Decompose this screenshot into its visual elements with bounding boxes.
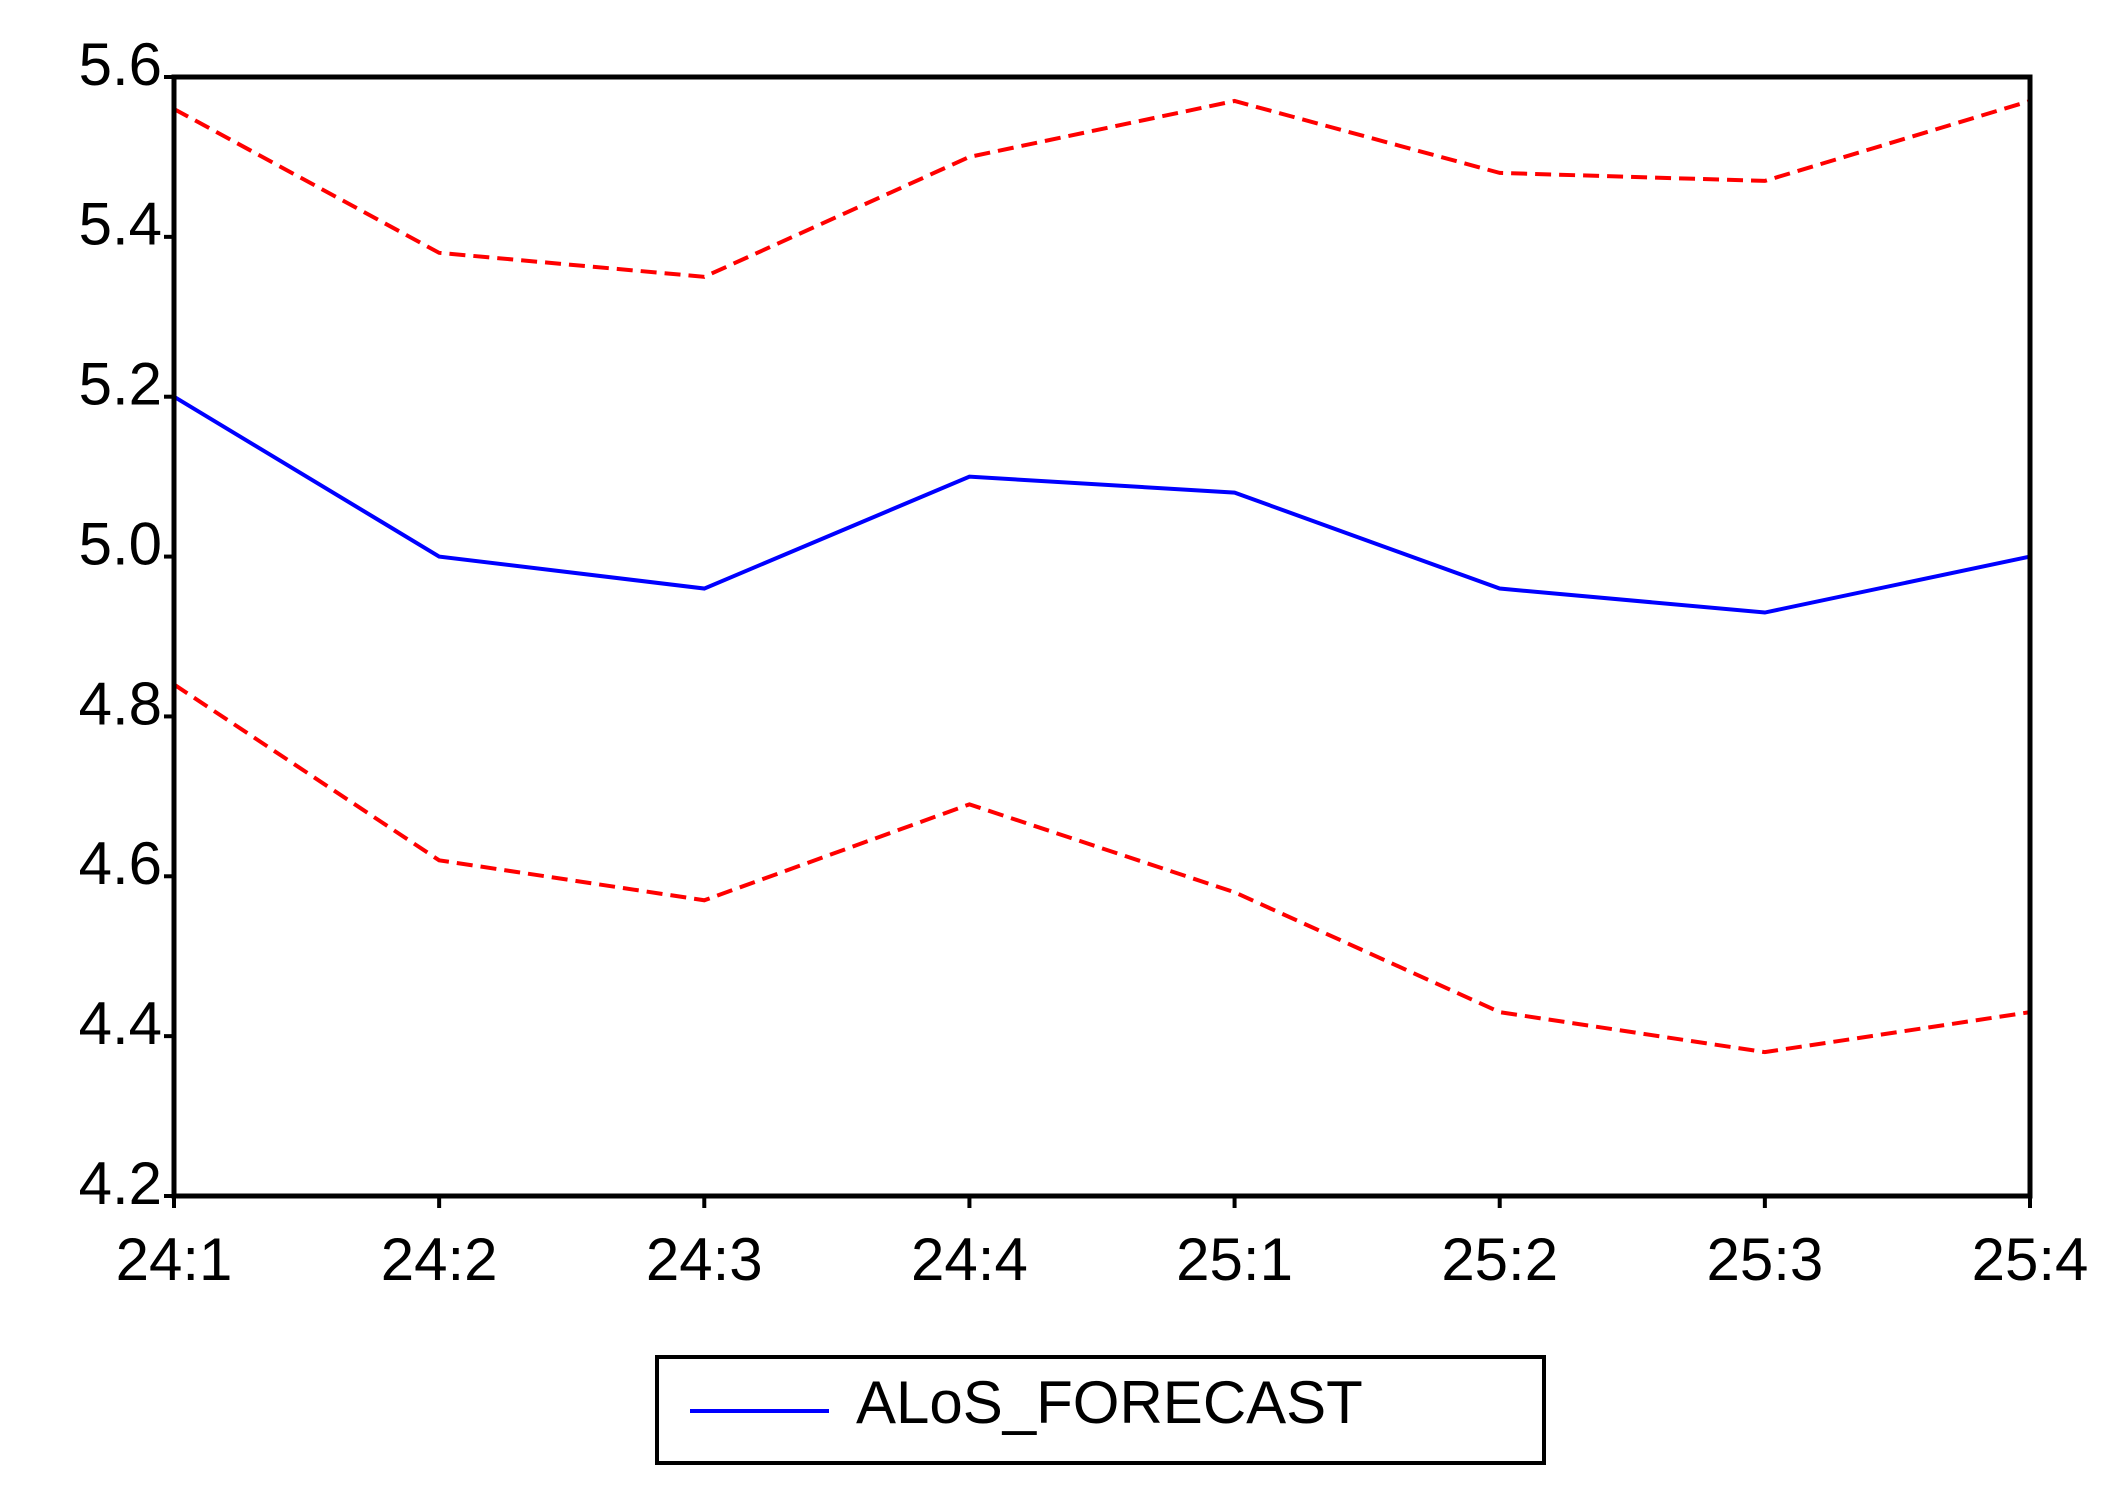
x-tick-label: 25:1	[1176, 1226, 1293, 1293]
x-tick-label: 24:2	[381, 1226, 498, 1293]
plot-frame	[171, 74, 2033, 1199]
y-tick-label: 4.6	[79, 830, 162, 897]
y-tick-label: 5.2	[79, 351, 162, 418]
y-tick-label: 5.4	[79, 191, 162, 258]
y-tick-label: 4.4	[79, 990, 162, 1057]
y-tick-label: 5.6	[79, 31, 162, 98]
series-line	[172, 682, 2031, 1055]
y-tick-label: 5.0	[79, 510, 162, 577]
series-line	[173, 98, 2031, 279]
x-tick-label: 25:4	[1972, 1226, 2089, 1293]
x-tick-label: 24:3	[646, 1226, 763, 1293]
series-line	[172, 395, 2031, 615]
y-tick-label: 4.8	[79, 670, 162, 737]
x-tick-label: 24:1	[116, 1226, 233, 1293]
legend-label: ALoS_FORECAST	[856, 1369, 1363, 1436]
x-tick-label: 25:3	[1706, 1226, 1823, 1293]
x-tick-label: 25:2	[1441, 1226, 1558, 1293]
y-tick-label: 4.2	[79, 1150, 162, 1217]
x-tick-label: 24:4	[911, 1226, 1028, 1293]
